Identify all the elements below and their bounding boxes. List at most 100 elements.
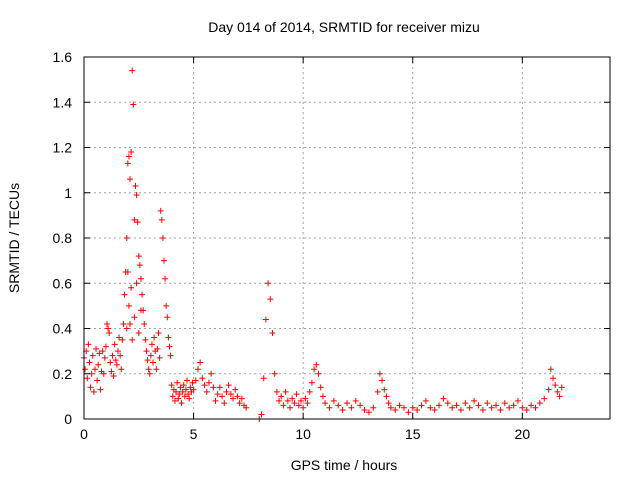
data-point: [230, 395, 237, 402]
data-point: [146, 370, 153, 377]
data-point: [157, 207, 164, 214]
data-point: [317, 384, 324, 391]
x-tick-label: 20: [515, 426, 531, 442]
data-point: [387, 404, 394, 411]
data-point: [156, 354, 163, 361]
data-point: [131, 216, 138, 223]
data-point: [295, 402, 302, 409]
data-point: [125, 302, 132, 309]
data-point: [91, 366, 98, 373]
data-point: [396, 402, 403, 409]
data-point: [111, 341, 118, 348]
data-point: [269, 330, 276, 337]
data-point: [488, 404, 495, 411]
data-point: [125, 153, 132, 160]
data-point: [276, 397, 283, 404]
data-point: [497, 406, 504, 413]
data-point: [116, 334, 123, 341]
data-point: [182, 386, 189, 393]
data-point: [440, 395, 447, 402]
data-point: [141, 320, 148, 327]
data-point: [532, 404, 539, 411]
data-point: [262, 316, 269, 323]
data-point: [119, 336, 126, 343]
data-point: [150, 359, 157, 366]
data-point: [479, 406, 486, 413]
data-point: [165, 334, 172, 341]
data-point: [124, 268, 131, 275]
data-point: [545, 386, 552, 393]
data-point: [291, 400, 298, 407]
y-tick-label: 0.2: [53, 366, 73, 382]
data-point: [171, 397, 178, 404]
data-point: [107, 359, 114, 366]
data-point: [208, 370, 215, 377]
data-point: [102, 343, 109, 350]
data-point: [129, 336, 136, 343]
data-point: [297, 397, 304, 404]
data-point: [302, 395, 309, 402]
x-tick-label: 15: [405, 426, 421, 442]
data-point: [216, 384, 223, 391]
y-axis-title: SRMTID / TECUs: [6, 183, 22, 293]
data-point: [212, 397, 219, 404]
data-point: [186, 395, 193, 402]
data-point: [101, 354, 108, 361]
data-point: [365, 409, 372, 416]
y-tick-label: 1.4: [53, 94, 73, 110]
data-point: [93, 345, 100, 352]
data-point: [123, 325, 130, 332]
data-point: [236, 400, 243, 407]
data-point: [132, 182, 139, 189]
data-point: [370, 404, 377, 411]
data-point: [238, 395, 245, 402]
data-point: [449, 404, 456, 411]
y-tick-label: 1.2: [53, 140, 73, 156]
data-point: [162, 275, 169, 282]
data-point: [205, 379, 212, 386]
data-point: [547, 366, 554, 373]
data-point: [462, 400, 469, 407]
data-point: [168, 382, 175, 389]
data-point: [280, 402, 287, 409]
x-tick-label: 5: [190, 426, 198, 442]
data-point: [265, 280, 272, 287]
y-tick-labels: 0 0.2 0.4 0.6 0.8 1 1.2 1.4 1.6: [53, 49, 73, 427]
data-point: [300, 404, 307, 411]
data-point: [471, 397, 478, 404]
data-point: [335, 402, 342, 409]
data-point: [436, 402, 443, 409]
data-point: [319, 393, 326, 400]
data-point: [267, 296, 274, 303]
data-point: [187, 384, 194, 391]
data-point: [221, 400, 228, 407]
data-point: [227, 391, 234, 398]
data-point: [210, 384, 217, 391]
y-tick-label: 0.6: [53, 275, 73, 291]
x-tick-label: 0: [80, 426, 88, 442]
data-point: [348, 404, 355, 411]
data-point: [166, 343, 173, 350]
data-point: [510, 402, 517, 409]
data-point: [175, 395, 182, 402]
data-point: [484, 400, 491, 407]
data-point: [392, 406, 399, 413]
data-point: [155, 330, 162, 337]
data-point: [130, 101, 137, 108]
y-tick-label: 1.6: [53, 49, 73, 65]
data-point: [89, 352, 96, 359]
data-point: [154, 345, 161, 352]
data-point: [313, 361, 320, 368]
data-point: [159, 235, 166, 241]
data-point: [131, 314, 138, 321]
data-point: [414, 406, 421, 413]
data-point: [94, 377, 101, 384]
data-point: [552, 382, 559, 389]
data-point: [114, 348, 121, 355]
data-point: [352, 397, 359, 404]
data-point: [136, 262, 143, 269]
data-point: [400, 404, 407, 411]
data-point: [123, 235, 130, 241]
data-point: [112, 357, 119, 364]
data-point: [100, 370, 107, 377]
